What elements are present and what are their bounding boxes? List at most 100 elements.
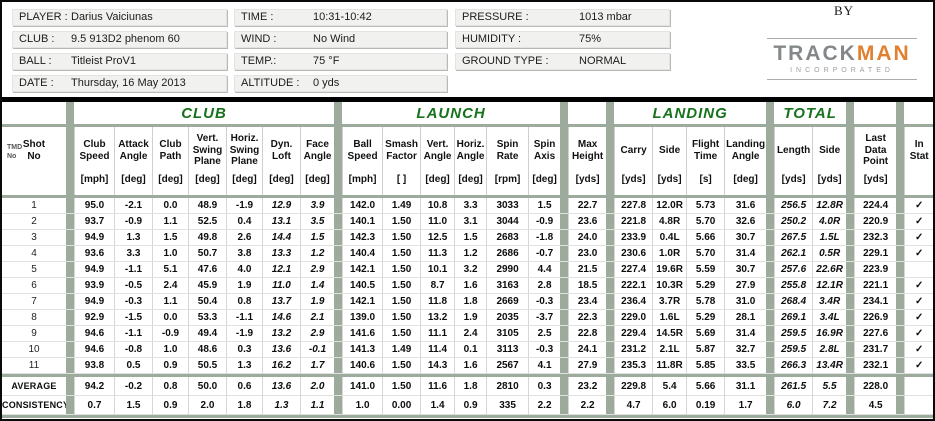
data-cell: 10.1 <box>420 262 455 278</box>
separator-column <box>896 377 905 396</box>
logo-track-text: TRACK <box>773 42 857 65</box>
data-cell: 232.3 <box>854 230 897 246</box>
table-row: 1 95.0 -2.1 0.0 48.9 -1.9 12.9 3.9 142.0 1.49 10.8… <box>2 198 933 214</box>
data-cell: 4.0 <box>226 262 262 278</box>
table-row: 6 93.9 -0.5 2.4 45.9 1.9 11.0 1.4 140.5 1.50 8.7 1.… <box>2 278 933 294</box>
data-cell: 24.0 <box>568 230 607 246</box>
data-cell: 3.4R <box>812 294 847 310</box>
summary-row: AVERAGE 94.2 -0.2 0.8 50.0 0.6 13.6 2.0 141.0 1.5… <box>2 377 933 396</box>
in-stat-check: ✓ <box>904 294 933 310</box>
data-cell: 13.1 <box>262 214 300 230</box>
trackman-logo: TRACKMAN INCORPORATED <box>767 38 917 80</box>
data-cell: 16.9R <box>812 326 847 342</box>
data-cell: 22.3 <box>568 310 607 326</box>
data-cell: 235.3 <box>614 358 653 374</box>
data-cell: 30.7 <box>724 262 767 278</box>
data-cell: 5.4 <box>652 377 687 396</box>
separator-column <box>560 358 569 374</box>
info-field-label: TEMP.: <box>241 55 277 67</box>
data-cell: -0.2 <box>114 377 152 396</box>
separator-column <box>560 214 569 230</box>
unit-row: [mph] [deg] [deg] [deg] [deg] [deg] [deg] [mph]… <box>2 174 933 195</box>
table-row: 3 94.9 1.3 1.5 49.8 2.6 14.4 1.5 142.3 1.50 12.5 1.… <box>2 230 933 246</box>
data-cell: 10.8 <box>420 198 455 214</box>
data-cell: 47.6 <box>188 262 226 278</box>
info-field-value: 75% <box>579 33 602 45</box>
separator-column <box>896 198 905 214</box>
data-cell: 14.3 <box>420 358 455 374</box>
shot-data-table: CLUB LAUNCH LANDING TOTAL TMD No Shot No Club … <box>2 102 933 418</box>
info-field-value: NORMAL <box>579 55 627 67</box>
data-cell: 0.7 <box>74 396 114 415</box>
unit-label: [mph] <box>342 174 382 195</box>
data-cell: 2.1 <box>300 310 335 326</box>
column-header: Side <box>812 127 846 174</box>
separator-column <box>606 396 615 415</box>
info-field-box: GROUND TYPE : NORMAL <box>455 53 670 70</box>
data-cell: 0.4 <box>226 214 262 230</box>
unit-label: [ ] <box>382 174 420 195</box>
unit-label: [deg] <box>262 174 300 195</box>
separator-column <box>846 310 855 326</box>
tmd-no-label: TMD No <box>7 144 23 160</box>
data-cell: 0.5 <box>114 358 152 374</box>
divider-rule <box>2 124 933 127</box>
data-cell: 5.85 <box>686 358 725 374</box>
data-cell: 4.0R <box>812 214 847 230</box>
data-cell: 23.2 <box>568 377 607 396</box>
data-cell: 142.3 <box>342 230 383 246</box>
separator-column <box>66 102 74 124</box>
data-cell: 1.6 <box>454 278 487 294</box>
info-field-value: No Wind <box>313 33 356 45</box>
separator-column <box>846 262 855 278</box>
data-cell: 1.9 <box>226 278 262 294</box>
table-row: 2 93.7 -0.9 1.1 52.5 0.4 13.1 3.5 140.1 1.50 11.0 3… <box>2 214 933 230</box>
data-cell: 1.49 <box>382 342 421 358</box>
data-cell: 1.50 <box>382 262 421 278</box>
divider-rule-cell <box>2 415 933 418</box>
data-cell: 2.4 <box>454 326 487 342</box>
separator-column <box>334 396 343 415</box>
data-cell: 5.78 <box>686 294 725 310</box>
data-cell: 12.1R <box>812 278 847 294</box>
unit-label: [yds] <box>614 174 652 195</box>
data-cell: 226.9 <box>854 310 897 326</box>
in-stat-check: ✓ <box>904 278 933 294</box>
data-cell: 236.4 <box>614 294 653 310</box>
data-cell: 1.50 <box>382 230 421 246</box>
data-cell: 335 <box>486 396 529 415</box>
data-cell: 24.1 <box>568 342 607 358</box>
table-top-black-bar <box>2 97 933 102</box>
separator-column <box>334 326 343 342</box>
data-cell: 141.0 <box>342 377 383 396</box>
column-header: Max Height <box>568 127 606 174</box>
separator-column <box>560 262 569 278</box>
info-field-box: ALTITUDE : 0 yds <box>234 75 447 92</box>
data-cell: 11.3 <box>420 246 455 262</box>
separator-column <box>766 326 775 342</box>
data-cell: 50.5 <box>188 358 226 374</box>
info-field-box: TIME : 10:31-10:42 <box>234 9 447 26</box>
unit-label-blank <box>904 174 933 195</box>
data-cell: 234.1 <box>854 294 897 310</box>
unit-label: [yds] <box>568 174 606 195</box>
separator-column <box>606 230 615 246</box>
unit-label: [deg] <box>114 174 152 195</box>
data-cell: 1.3 <box>226 358 262 374</box>
info-field-value: 9.5 913D2 phenom 60 <box>71 33 180 45</box>
data-cell: 12.0R <box>652 198 687 214</box>
logo-bottom-rule <box>767 79 917 80</box>
data-cell: 2683 <box>486 230 529 246</box>
data-cell: 261.5 <box>774 377 813 396</box>
data-cell: 3033 <box>486 198 529 214</box>
info-field-box: TEMP.: 75 °F <box>234 53 447 70</box>
info-field-label: PRESSURE : <box>462 11 529 23</box>
row-label: AVERAGE <box>2 377 66 396</box>
data-cell: 269.1 <box>774 310 813 326</box>
unit-label: [deg] <box>152 174 188 195</box>
data-cell: 5.66 <box>686 230 725 246</box>
data-cell: 27.9 <box>568 358 607 374</box>
data-cell: 1.50 <box>382 278 421 294</box>
data-cell: 1.6L <box>652 310 687 326</box>
data-cell: -0.3 <box>528 342 561 358</box>
